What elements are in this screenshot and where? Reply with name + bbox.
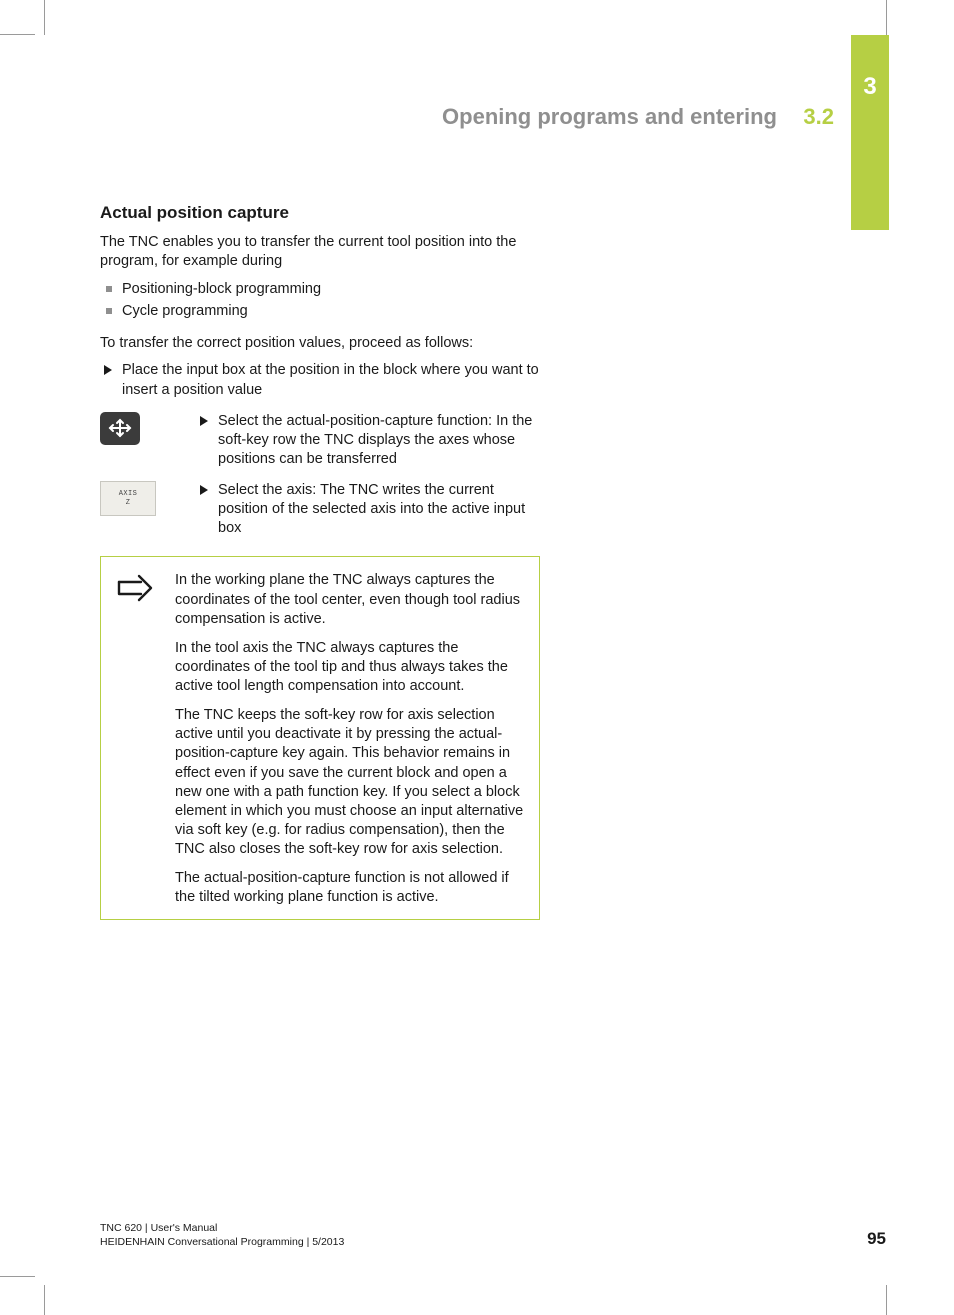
section-heading: Actual position capture — [100, 203, 540, 223]
page-number: 95 — [867, 1229, 886, 1249]
note-text: In the working plane the TNC always capt… — [175, 571, 527, 907]
axis-z-softkey: AXIS Z — [100, 481, 156, 516]
content-column: Actual position capture The TNC enables … — [100, 203, 540, 920]
step-with-softkey: AXIS Z Select the axis: The TNC writes t… — [100, 481, 540, 538]
step-list: Select the axis: The TNC writes the curr… — [196, 481, 540, 538]
softkey-line2: Z — [126, 499, 131, 507]
lead-in-paragraph: To transfer the correct position values,… — [100, 334, 540, 353]
footer-left: TNC 620 | User's Manual HEIDENHAIN Conve… — [100, 1221, 344, 1249]
step-item: Select the actual-position-capture funct… — [196, 412, 540, 469]
header-title: Opening programs and entering — [442, 104, 777, 129]
footer: TNC 620 | User's Manual HEIDENHAIN Conve… — [100, 1221, 886, 1249]
footer-line1: TNC 620 | User's Manual — [100, 1221, 344, 1235]
note-paragraph: The actual-position-capture function is … — [175, 869, 527, 907]
step-item: Select the axis: The TNC writes the curr… — [196, 481, 540, 538]
note-icon-cell — [113, 571, 157, 608]
list-item: Positioning-block programming — [100, 279, 540, 300]
capture-position-key — [100, 412, 140, 445]
note-box: In the working plane the TNC always capt… — [100, 556, 540, 920]
footer-line2: HEIDENHAIN Conversational Programming | … — [100, 1235, 344, 1249]
page: 3 Opening programs and entering 3.2 Actu… — [0, 0, 954, 1315]
arrow-right-icon — [113, 573, 155, 603]
step-item: Place the input box at the position in t… — [100, 361, 540, 399]
intro-paragraph: The TNC enables you to transfer the curr… — [100, 233, 540, 271]
crop-mark — [886, 0, 887, 35]
intro-bullet-list: Positioning-block programming Cycle prog… — [100, 279, 540, 322]
capture-position-icon — [107, 417, 133, 439]
chapter-tab: 3 — [851, 35, 889, 230]
step-list: Select the actual-position-capture funct… — [196, 412, 540, 469]
running-header: Opening programs and entering 3.2 — [100, 104, 834, 130]
step-list: Place the input box at the position in t… — [100, 361, 540, 399]
crop-mark — [44, 1285, 45, 1315]
softkey-line1: AXIS — [119, 490, 137, 498]
crop-mark — [0, 34, 35, 35]
list-item: Cycle programming — [100, 301, 540, 322]
header-section-number: 3.2 — [803, 104, 834, 129]
crop-mark — [0, 1276, 35, 1277]
note-paragraph: In the tool axis the TNC always captures… — [175, 639, 527, 696]
note-paragraph: The TNC keeps the soft-key row for axis … — [175, 706, 527, 859]
softkey-cell: AXIS Z — [100, 481, 158, 516]
step-with-key: Select the actual-position-capture funct… — [100, 412, 540, 469]
crop-mark — [886, 1285, 887, 1315]
key-cell — [100, 412, 158, 445]
note-paragraph: In the working plane the TNC always capt… — [175, 571, 527, 628]
chapter-number: 3 — [863, 73, 876, 100]
crop-mark — [44, 0, 45, 35]
